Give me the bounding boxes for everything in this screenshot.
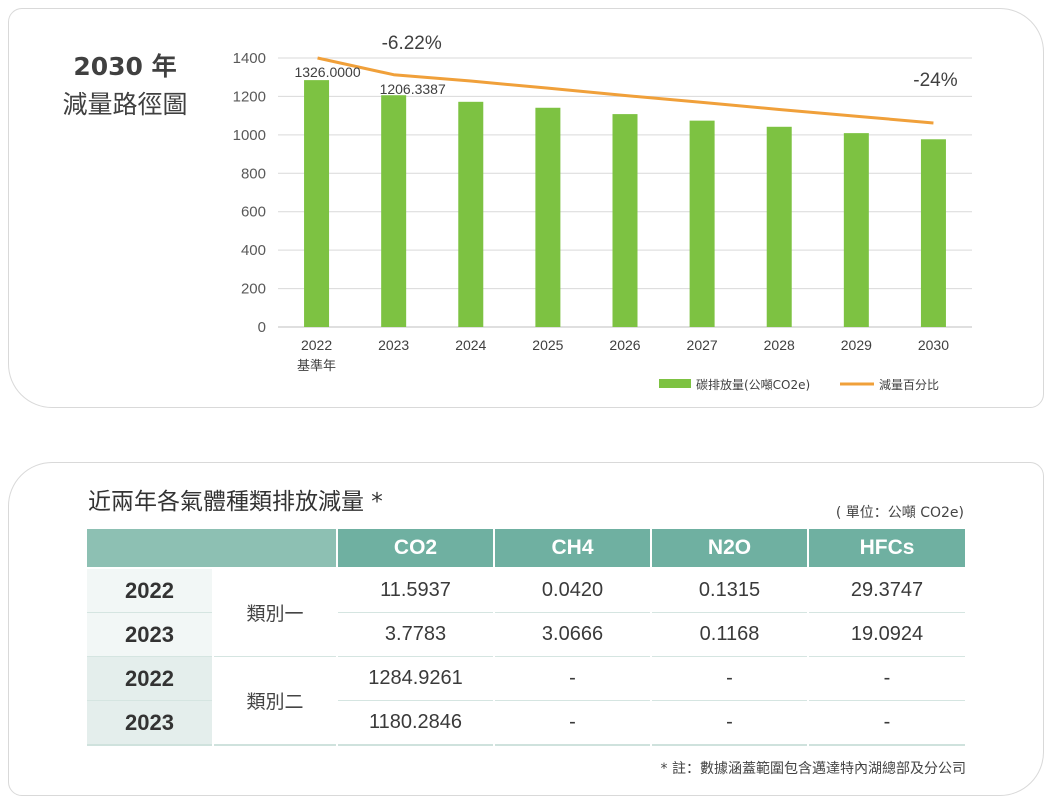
cell-n2o: - (650, 700, 809, 746)
x-tick-label: 2029 (841, 337, 872, 353)
line-series (317, 56, 934, 125)
table-header-co2: CO2 (336, 527, 495, 569)
bar (766, 126, 792, 327)
reduction-pathway-chart: 0 200 400 600 800 1000 1200 1400 2022 基準年 2023 2024… (233, 33, 972, 392)
y-tick-label: 400 (241, 242, 266, 259)
x-tick-label: 2026 (609, 337, 640, 353)
chart-title: 2030 年 減量路徑圖 (40, 48, 210, 124)
row-category: 類別二 (212, 656, 338, 746)
table-header-n2o: N2O (650, 527, 809, 569)
y-tick-label: 1200 (233, 88, 266, 105)
data-label: 1206.3387 (380, 81, 446, 97)
table-header-ch4: CH4 (493, 527, 652, 569)
cell-ch4: 0.0420 (493, 567, 652, 613)
cell-hfcs: - (807, 656, 967, 701)
footnote: * 註：數據涵蓋範圍包含邁達特內湖總部及分公司 (660, 761, 966, 777)
annotation-label: -24% (913, 70, 957, 91)
table-row: 2023 1180.2846 - - - (85, 700, 967, 746)
legend-label-bars: 碳排放量(公噸CO2e) (696, 377, 810, 392)
y-tick-label: 0 (258, 319, 266, 336)
y-tick-label: 1000 (233, 127, 266, 144)
cell-n2o: - (650, 656, 809, 701)
bar (920, 139, 946, 327)
cell-hfcs: - (807, 700, 967, 746)
cell-co2: 1180.2846 (336, 700, 495, 746)
bar (458, 101, 484, 328)
row-category: 類別一 (212, 567, 338, 657)
annotation-label: -6.22% (382, 33, 442, 54)
emissions-table: CO2 CH4 N2O HFCs 2022 類別一 11.5937 0.0420… (85, 527, 967, 746)
row-year: 2022 (85, 567, 214, 613)
x-tick-label: 2025 (532, 337, 563, 353)
x-tick-label: 2030 (918, 337, 949, 353)
data-label: 1326.0000 (294, 64, 360, 80)
table-row: 2022 類別一 11.5937 0.0420 0.1315 29.3747 (85, 567, 967, 657)
legend-label-line: 減量百分比 (879, 377, 939, 392)
y-tick-label: 1400 (233, 50, 266, 67)
x-tick-label: 2024 (455, 337, 486, 353)
cell-n2o: 0.1315 (650, 567, 809, 613)
bar (612, 114, 638, 327)
cell-co2: 1284.9261 (336, 656, 495, 701)
cell-ch4: 3.0666 (493, 612, 652, 657)
x-tick-label: 2027 (687, 337, 718, 353)
cell-co2: 3.7783 (336, 612, 495, 657)
y-tick-label: 800 (241, 165, 266, 182)
legend-swatch-bars (659, 379, 691, 388)
table-title: 近兩年各氣體種類排放減量 * (88, 489, 383, 515)
bar (304, 80, 330, 327)
chart-card (8, 8, 1044, 408)
bar (843, 133, 869, 327)
y-tick-label: 200 (241, 281, 266, 298)
table-row: 2022 類別二 1284.9261 - - - (85, 656, 967, 746)
bar (689, 120, 715, 327)
table-header-corner (85, 527, 338, 569)
chart-title-line2: 減量路徑圖 (62, 90, 188, 119)
cell-co2: 11.5937 (336, 567, 495, 613)
chart-title-line1: 2030 年 (73, 52, 177, 81)
x-tick-label: 2022 (301, 337, 332, 353)
table-header-row: CO2 CH4 N2O HFCs (85, 527, 967, 569)
x-tick-label: 2028 (764, 337, 795, 353)
cell-hfcs: 29.3747 (807, 567, 967, 613)
cell-n2o: 0.1168 (650, 612, 809, 657)
bar (535, 107, 561, 327)
x-tick-sublabel: 基準年 (297, 358, 336, 374)
bar (381, 95, 407, 327)
cell-hfcs: 19.0924 (807, 612, 967, 657)
row-year: 2023 (85, 700, 214, 746)
row-year: 2022 (85, 656, 214, 701)
cell-ch4: - (493, 656, 652, 701)
row-year: 2023 (85, 612, 214, 657)
cell-ch4: - (493, 700, 652, 746)
y-tick-label: 600 (241, 204, 266, 221)
table-header-hfcs: HFCs (807, 527, 967, 569)
unit-note: ( 單位：公噸 CO2e) (835, 505, 964, 521)
x-tick-label: 2023 (378, 337, 409, 353)
